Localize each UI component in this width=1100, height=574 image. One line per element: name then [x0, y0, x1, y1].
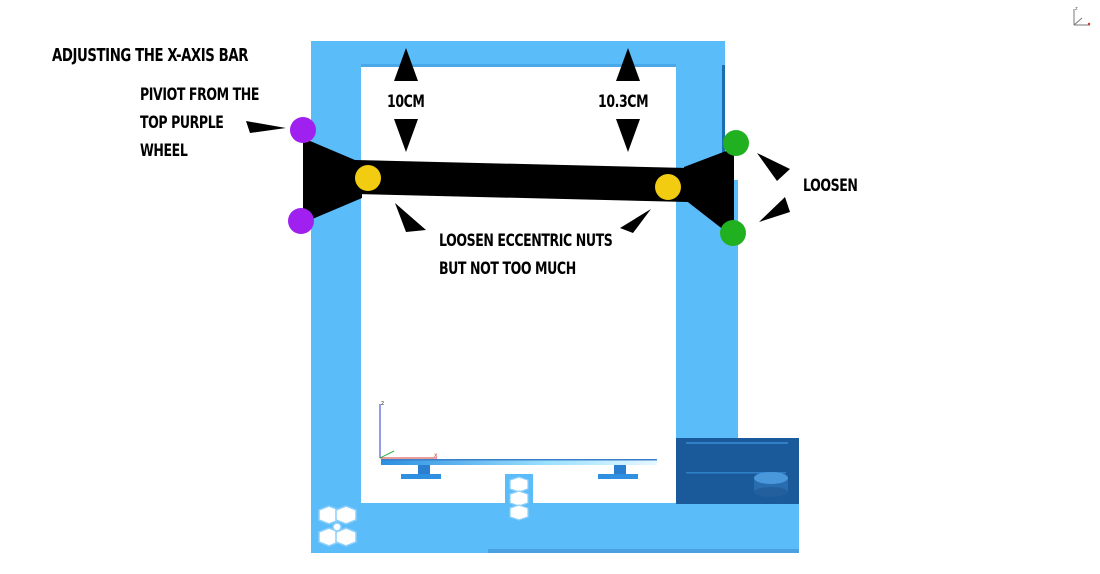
pivot-note: Piviot from the top purple wheel — [140, 85, 260, 161]
x-axis-bar-beam — [355, 160, 688, 202]
extrusion-end-cap — [311, 503, 361, 553]
purple-wheel-top — [290, 117, 316, 143]
arrow-down-right — [616, 119, 640, 152]
x-axis-bar-left-plate — [303, 138, 362, 223]
view-axis-z-label: z — [1075, 6, 1078, 12]
frame-left-post — [311, 41, 361, 553]
arrow-down-left — [394, 119, 418, 152]
view-axis-gizmo: z — [1073, 6, 1091, 26]
printer-frame — [311, 41, 799, 553]
control-box — [676, 438, 799, 504]
arrow-up-left — [394, 48, 418, 81]
eccentric-nut-right — [655, 174, 681, 200]
frame-top-beam — [311, 41, 725, 65]
arrow-up-right — [616, 48, 640, 81]
frame-top-beam-inner — [311, 64, 725, 67]
frame-base-bottom-line — [488, 549, 799, 553]
diagram-title: Adjusting the X-axis bar — [52, 45, 249, 66]
arrow-to-right-nut — [620, 209, 651, 233]
bed-axis-z-label: z — [381, 400, 384, 407]
arrow-to-green-top — [757, 153, 790, 181]
measurement-left: 10cm — [387, 92, 425, 112]
arrow-to-left-nut — [395, 203, 426, 232]
center-extrusion-cap — [505, 474, 533, 524]
x-axis-bar-right-plate — [684, 148, 734, 238]
arrow-to-green-bottom — [759, 197, 790, 222]
green-wheel-top — [723, 130, 749, 156]
purple-wheel-bottom — [288, 208, 314, 234]
green-wheel-bottom — [720, 220, 746, 246]
eccentric-nut-left — [355, 165, 381, 191]
measurement-right: 10.3cm — [598, 92, 649, 112]
loosen-note: Loosen — [803, 176, 858, 196]
arrow-to-purple-wheel — [246, 121, 286, 133]
x-axis-bar — [303, 138, 734, 238]
print-bed — [381, 459, 657, 479]
bed-axis-gizmo: z x — [379, 400, 438, 459]
bed-axis-x-label: x — [434, 452, 438, 459]
annotation-arrows — [246, 48, 790, 233]
frame-base — [311, 503, 799, 553]
eccentric-nuts-note: Loosen eccentric nuts but not too much — [439, 231, 613, 279]
